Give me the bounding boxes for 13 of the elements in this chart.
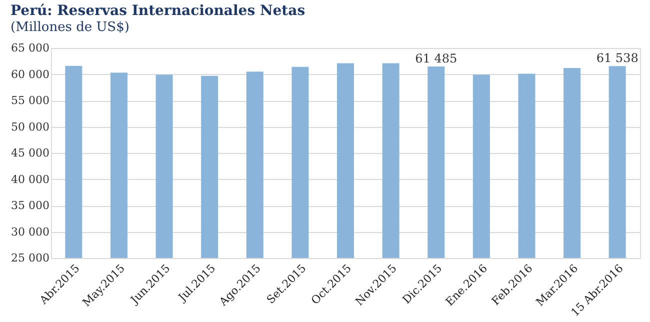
y-tick-label: 60 000 (11, 68, 50, 81)
y-tick-label: 35 000 (11, 199, 50, 212)
y-tick-label: 50 000 (11, 120, 50, 134)
y-tick-label: 25 000 (11, 252, 50, 264)
y-tick-label: 40 000 (11, 172, 50, 186)
data-label: 61 485 (415, 51, 458, 66)
chart-title: Perú: Reservas Internacionales Netas (10, 3, 306, 19)
data-label: 61 538 (596, 51, 638, 66)
y-tick-label: 65 000 (11, 42, 50, 54)
y-tick-label: 55 000 (11, 94, 50, 107)
y-tick-label: 45 000 (11, 146, 50, 160)
chart-subtitle: (Millones de US$) (10, 20, 130, 35)
y-tick-label: 30 000 (11, 225, 50, 238)
